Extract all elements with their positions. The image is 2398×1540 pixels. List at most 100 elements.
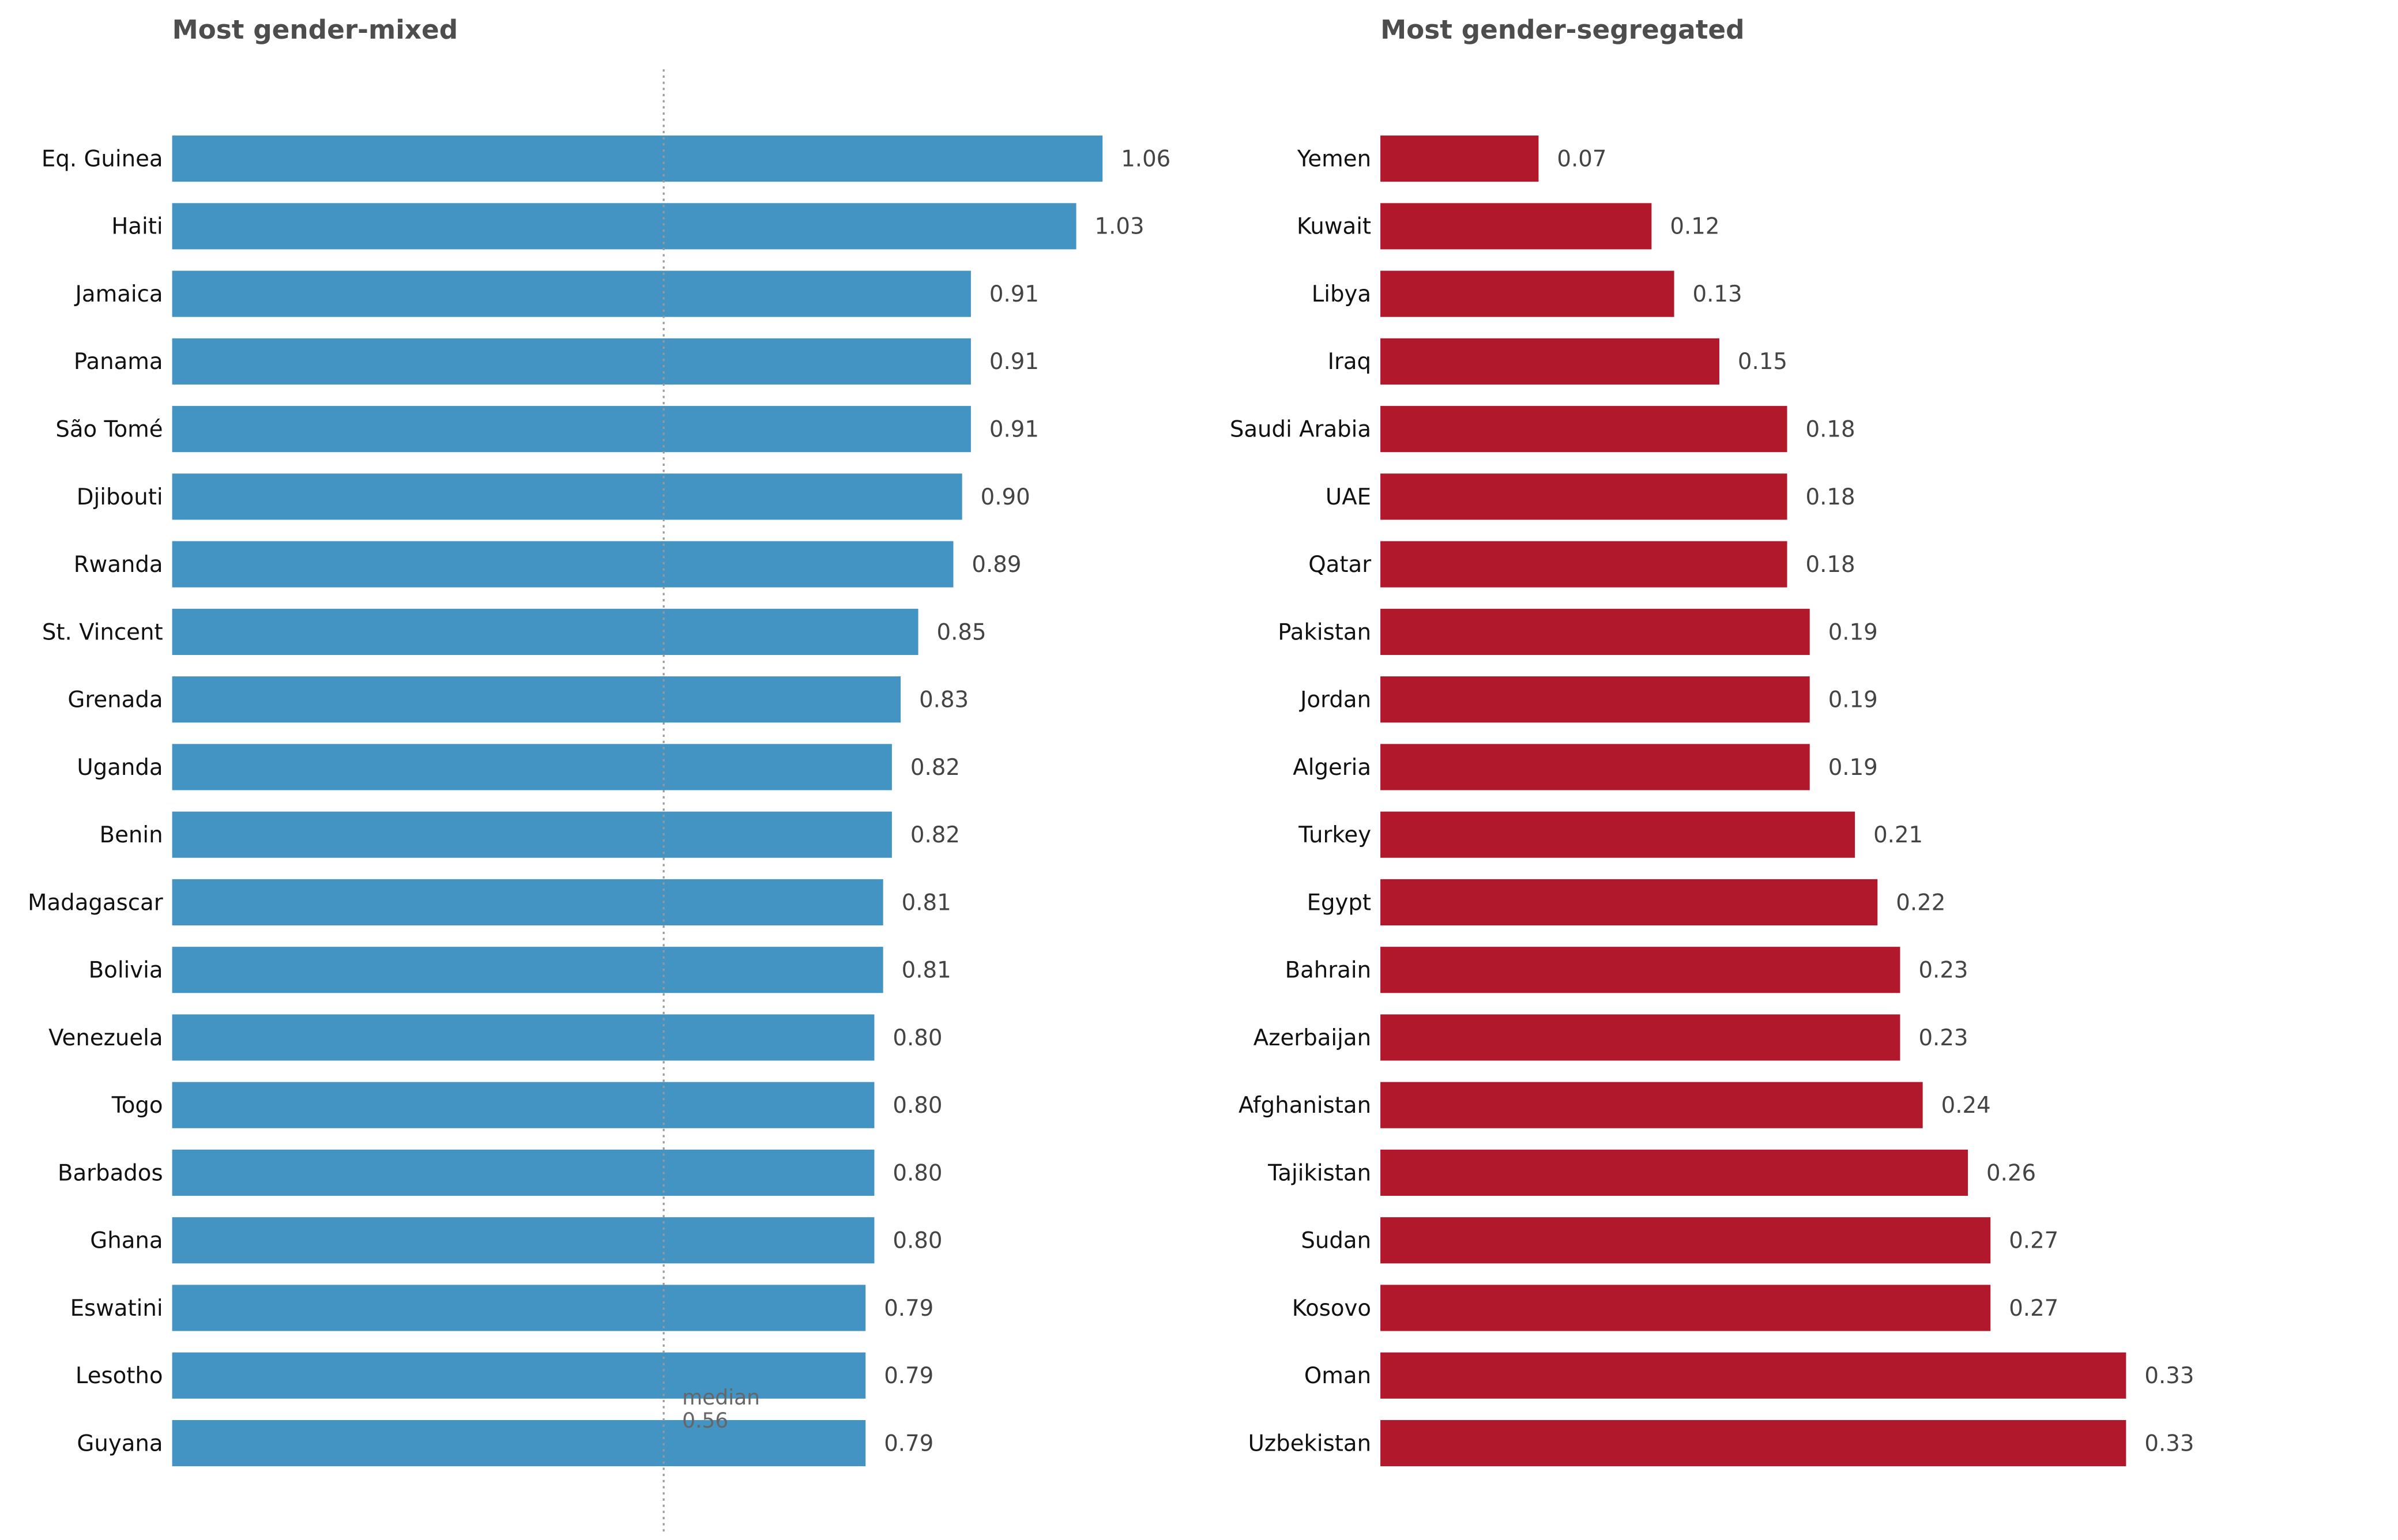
right-value-label: 0.07 [1557, 146, 1606, 172]
left-bar [172, 1285, 866, 1331]
left-value-label: 0.80 [893, 1160, 942, 1186]
left-category-label: Uganda [77, 755, 163, 781]
left-bar [172, 811, 892, 858]
right-value-label: 0.18 [1806, 416, 1855, 442]
left-value-label: 0.90 [981, 484, 1030, 510]
right-category-label: Kosovo [1292, 1296, 1371, 1321]
right-category-label: Bahrain [1285, 958, 1372, 984]
right-value-label: 0.12 [1670, 214, 1719, 240]
left-bar [172, 473, 962, 520]
left-category-label: São Tomé [55, 416, 163, 442]
right-value-label: 0.21 [1873, 822, 1923, 848]
left-bar [172, 879, 883, 926]
left-value-label: 0.91 [989, 349, 1039, 375]
median-value-label: 0.56 [682, 1409, 728, 1433]
right-category-label: UAE [1326, 484, 1371, 510]
left-panel-title: Most gender-mixed [172, 14, 458, 45]
right-value-label: 0.23 [1918, 958, 1968, 984]
left-category-label: Madagascar [28, 890, 163, 916]
left-category-label: Jamaica [74, 281, 163, 307]
right-bar [1380, 1217, 1991, 1264]
left-value-label: 0.82 [910, 822, 960, 848]
right-value-label: 0.18 [1806, 484, 1855, 510]
left-bar [172, 1149, 875, 1196]
right-category-label: Sudan [1301, 1228, 1371, 1254]
left-panel: Eq. Guinea 1.06 Haiti 1.03 Jamaica 0.91 Panama… [28, 69, 1170, 1533]
right-value-label: 0.13 [1693, 281, 1742, 307]
left-value-label: 0.89 [972, 552, 1021, 578]
right-category-label: Tajikistan [1267, 1160, 1371, 1186]
right-bar [1380, 811, 1855, 858]
right-category-label: Yemen [1297, 146, 1371, 172]
right-panel: Yemen 0.07 Kuwait 0.12 Libya 0.13 Iraq 0.15 Saud… [1230, 135, 2194, 1467]
right-category-label: Turkey [1298, 822, 1371, 848]
left-category-label: Haiti [111, 214, 163, 240]
left-bar [172, 1352, 866, 1399]
left-category-label: Lesotho [76, 1363, 163, 1389]
left-bar [172, 947, 883, 993]
left-category-label: Rwanda [74, 552, 163, 578]
left-value-label: 0.79 [884, 1430, 933, 1456]
left-category-label: Venezuela [48, 1025, 163, 1051]
right-bar [1380, 1285, 1991, 1331]
right-bar [1380, 1149, 1968, 1196]
left-bar [172, 1014, 875, 1061]
left-category-label: Grenada [67, 687, 163, 713]
right-category-label: Saudi Arabia [1230, 416, 1371, 442]
left-bar [172, 676, 901, 723]
right-bar [1380, 947, 1900, 993]
left-value-label: 0.80 [893, 1228, 942, 1254]
left-bar [172, 135, 1103, 182]
left-category-label: Bolivia [89, 958, 163, 984]
right-value-label: 0.19 [1828, 687, 1878, 713]
left-bar [172, 541, 954, 588]
right-value-label: 0.33 [2144, 1430, 2194, 1456]
left-value-label: 0.91 [989, 416, 1039, 442]
right-bar [1380, 541, 1787, 588]
right-bar [1380, 744, 1810, 790]
left-category-label: Togo [111, 1093, 163, 1119]
left-bar [172, 1419, 866, 1467]
left-value-label: 0.82 [910, 755, 960, 781]
right-value-label: 0.27 [2009, 1228, 2058, 1254]
right-category-label: Azerbaijan [1253, 1025, 1371, 1051]
right-value-label: 0.18 [1806, 552, 1855, 578]
right-category-label: Oman [1304, 1363, 1371, 1389]
right-bar [1380, 1419, 2126, 1467]
left-bar [172, 744, 892, 790]
left-value-label: 0.81 [902, 890, 951, 916]
right-bar [1380, 203, 1652, 250]
left-value-label: 0.81 [902, 958, 951, 984]
left-bar [172, 338, 971, 385]
right-bar [1380, 1352, 2126, 1399]
right-category-label: Kuwait [1297, 214, 1371, 240]
right-category-label: Libya [1312, 281, 1371, 307]
right-value-label: 0.22 [1896, 890, 1945, 916]
right-category-label: Pakistan [1278, 619, 1371, 645]
right-category-label: Uzbekistan [1248, 1430, 1372, 1456]
left-value-label: 0.85 [937, 619, 987, 645]
left-bar [172, 406, 971, 453]
left-bar [172, 270, 971, 317]
left-category-label: Guyana [77, 1430, 163, 1456]
right-panel-title: Most gender-segregated [1380, 14, 1745, 45]
left-category-label: Eswatini [70, 1296, 163, 1321]
left-value-label: 0.80 [893, 1025, 942, 1051]
right-bar [1380, 1014, 1900, 1061]
right-bar [1380, 1082, 1923, 1128]
left-value-label: 0.91 [989, 281, 1039, 307]
right-bar [1380, 338, 1719, 385]
left-category-label: Panama [74, 349, 163, 375]
right-value-label: 0.26 [1986, 1160, 2036, 1186]
left-category-label: Ghana [90, 1228, 163, 1254]
right-value-label: 0.23 [1918, 1025, 1968, 1051]
right-value-label: 0.19 [1828, 619, 1878, 645]
right-bar [1380, 879, 1878, 926]
right-category-label: Jordan [1299, 687, 1371, 713]
left-value-label: 0.83 [919, 687, 969, 713]
right-category-label: Afghanistan [1238, 1093, 1371, 1119]
left-category-label: Barbados [58, 1160, 163, 1186]
right-value-label: 0.24 [1941, 1093, 1991, 1119]
